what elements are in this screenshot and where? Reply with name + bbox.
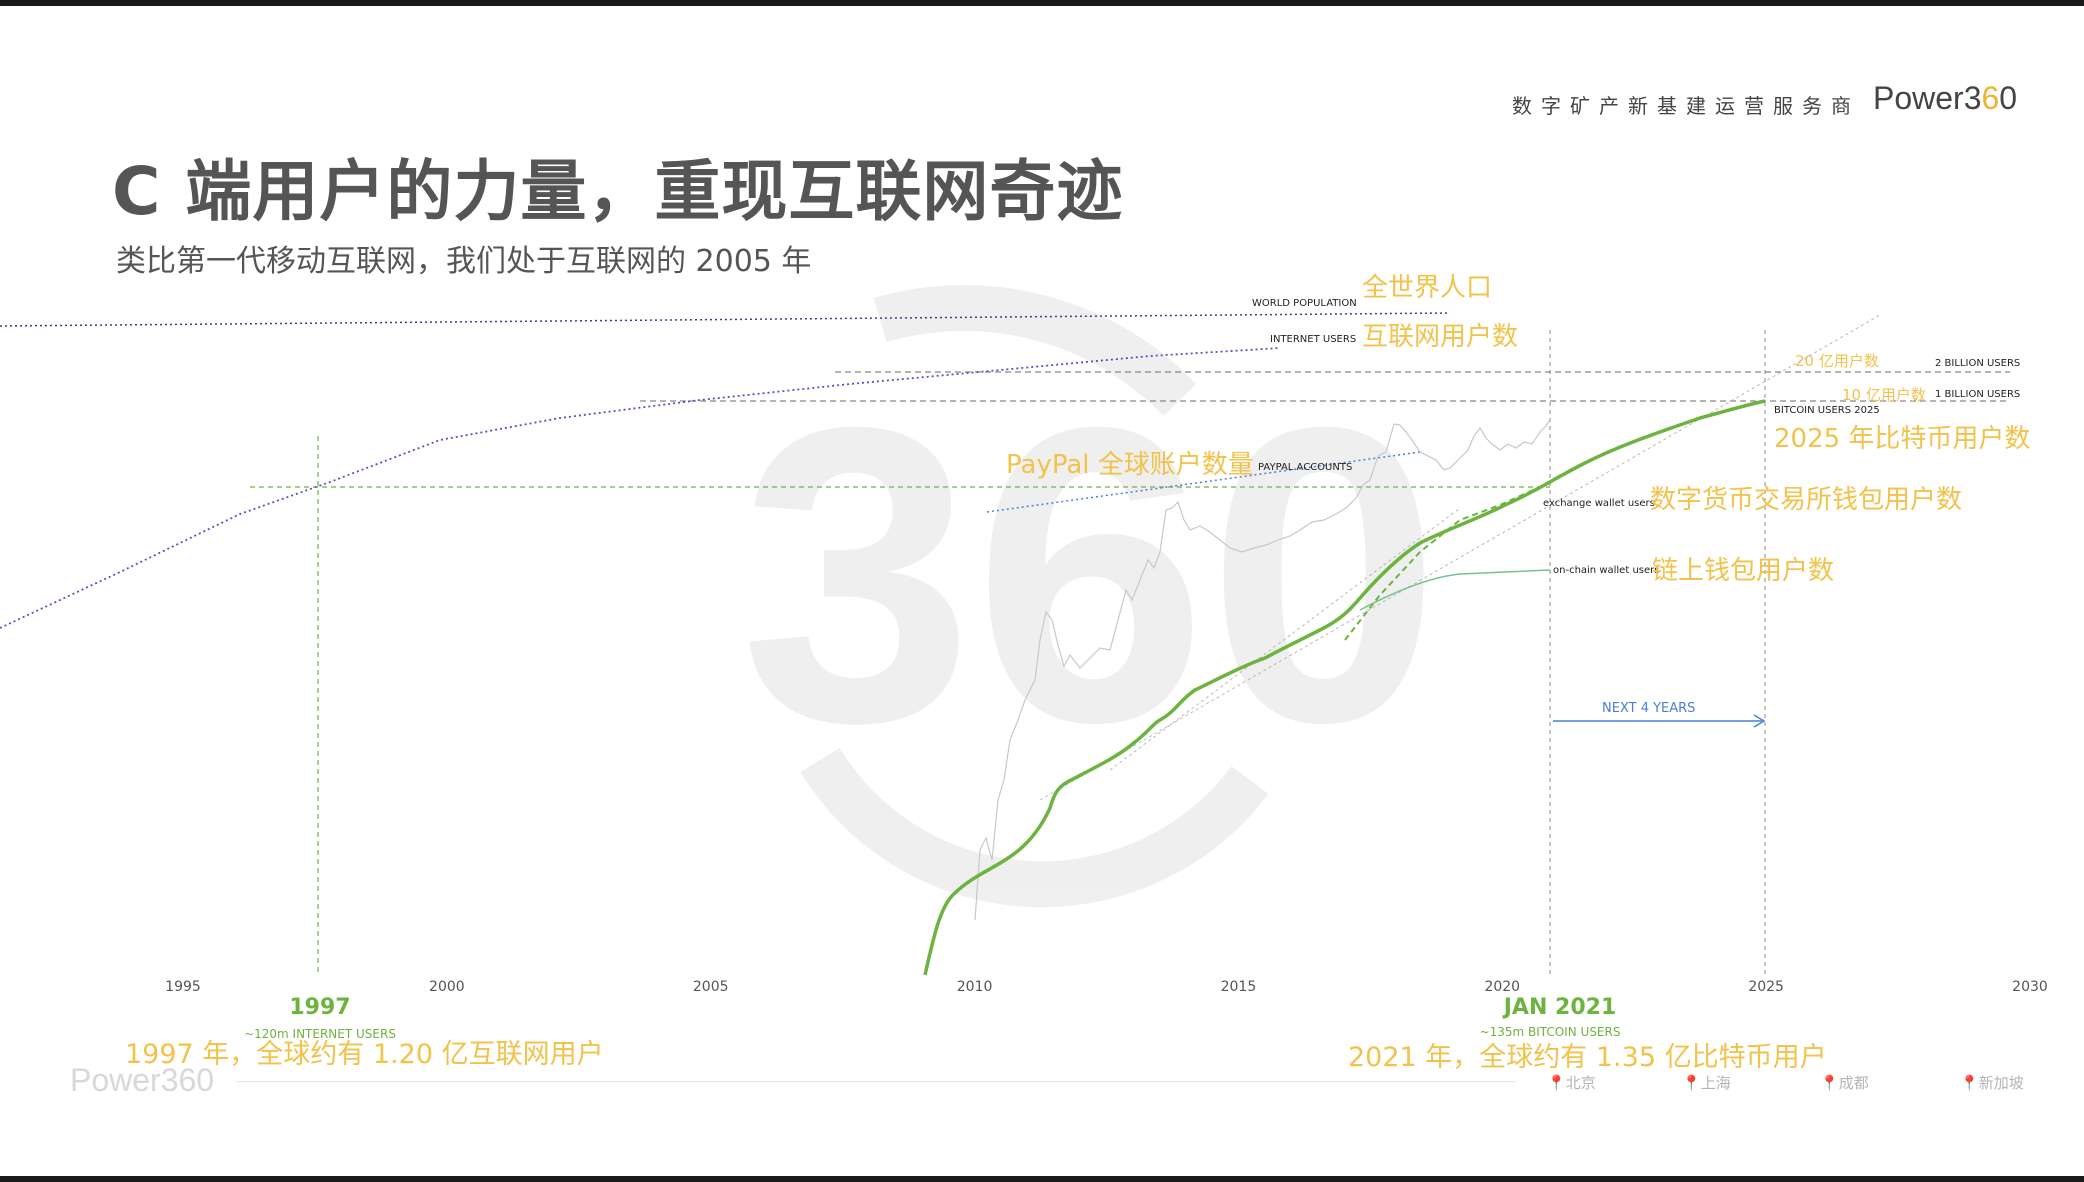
marker-2021-sub: ~135m BITCOIN USERS — [1480, 1025, 1621, 1039]
top-border — [0, 0, 2084, 6]
label-paypal-accounts-cn: PayPal 全球账户数量 — [1006, 450, 1254, 480]
series-exchange-wallets — [1344, 486, 1541, 641]
label-world-population-cn: 全世界人口 — [1362, 273, 1492, 303]
label-exchange-wallets: exchange wallet users — [1543, 498, 1655, 509]
marker-2021: JAN 2021 — [1502, 995, 1617, 1020]
x-tick-label: 2030 — [2012, 979, 2048, 995]
marker-1997-cn: 1997 年，全球约有 1.20 亿互联网用户 — [125, 1039, 604, 1070]
x-tick-label: 1995 — [165, 979, 201, 995]
marker-2021-cn: 2021 年，全球约有 1.35 亿比特币用户 — [1348, 1042, 1827, 1073]
company-tagline: 数字矿产新基建运营服务商 — [1512, 94, 1860, 118]
x-tick-label: 2000 — [429, 979, 465, 995]
label-paypal-accounts: PAYPAL ACCOUNTS — [1258, 462, 1352, 473]
label-internet-users: INTERNET USERS — [1270, 334, 1356, 345]
trend-line-lower — [1109, 507, 1461, 771]
marker-1997: 1997 — [289, 995, 350, 1020]
series-bitcoin-price — [974, 419, 1551, 921]
x-tick-label: 2010 — [957, 979, 993, 995]
brand-logo: Power360 — [1873, 80, 2018, 116]
label-onchain-wallets: on-chain wallet users — [1553, 565, 1659, 576]
x-tick-label: 2025 — [1748, 979, 1784, 995]
label-bitcoin-users-cn: 2025 年比特币用户数 — [1774, 424, 2030, 454]
series-onchain-wallets — [1359, 569, 1551, 611]
x-tick-label: 2005 — [693, 979, 729, 995]
ref-label-1b: 1 BILLION USERS — [1935, 389, 2020, 400]
label-onchain-wallets-cn: 链上钱包用户数 — [1652, 556, 1834, 586]
series-world-population — [0, 312, 1451, 327]
location-singapore: 📍新加坡 — [1960, 1074, 2024, 1092]
series-bitcoin-users — [923, 399, 1766, 976]
x-tick-label: 2020 — [1484, 979, 1520, 995]
bottom-border — [0, 1176, 2084, 1182]
page-subtitle: 类比第一代移动互联网，我们处于互联网的 2005 年 — [116, 244, 812, 279]
series-internet-users — [0, 347, 1281, 629]
x-axis: 1995 2000 2005 2010 2015 2020 2025 2030 — [165, 979, 2048, 995]
location-chengdu: 📍成都 — [1820, 1074, 1869, 1092]
svg-text:360: 360 — [740, 341, 1441, 810]
footer-logo: Power360 — [70, 1062, 215, 1098]
marker-1997-sub: ~120m INTERNET USERS — [244, 1027, 396, 1041]
ref-label-2b-cn: 20 亿用户数 — [1795, 352, 1879, 370]
location-beijing: 📍北京 — [1547, 1074, 1596, 1092]
label-internet-users-cn: 互联网用户数 — [1362, 322, 1518, 352]
label-bitcoin-users: BITCOIN USERS 2025 — [1774, 405, 1880, 416]
location-shanghai: 📍上海 — [1682, 1074, 1731, 1092]
next-4-years-label: NEXT 4 YEARS — [1602, 701, 1695, 716]
arrow-head-icon — [1753, 714, 1766, 728]
ref-label-2b: 2 BILLION USERS — [1935, 358, 2020, 369]
label-exchange-wallets-cn: 数字货币交易所钱包用户数 — [1650, 485, 1962, 515]
ref-label-1b-cn: 10 亿用户数 — [1842, 386, 1926, 404]
x-tick-label: 2015 — [1221, 979, 1257, 995]
watermark-360: 360 — [740, 285, 1441, 908]
footer-divider — [236, 1081, 1516, 1082]
label-world-population: WORLD POPULATION — [1252, 298, 1357, 309]
page-title: C 端用户的力量，重现互联网奇迹 — [112, 153, 1124, 230]
